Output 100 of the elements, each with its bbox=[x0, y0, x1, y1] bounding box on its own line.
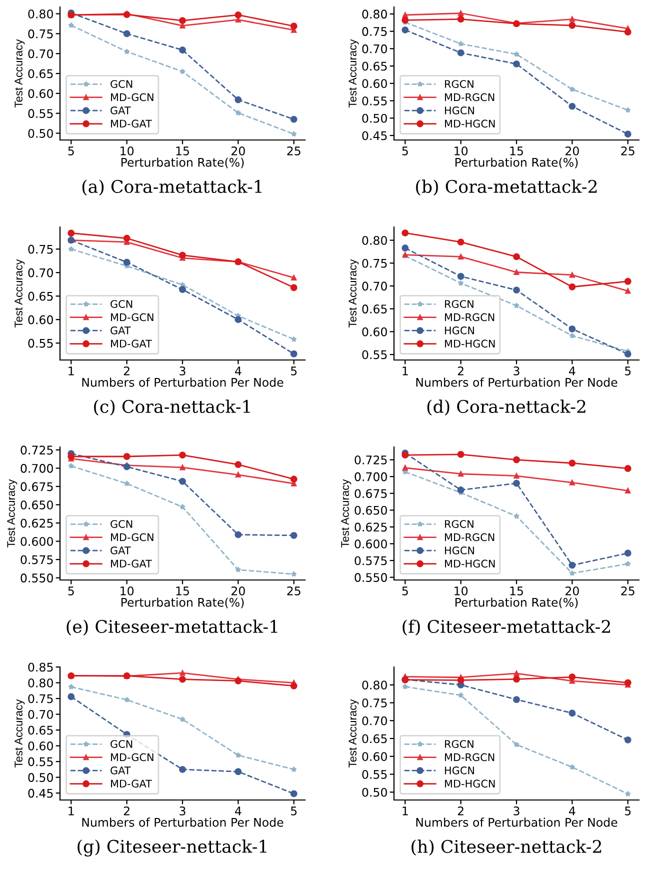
text: (a) Cora-metattack-1 bbox=[82, 180, 262, 196]
legend-label: MD-GCN bbox=[111, 533, 154, 542]
y-tick-label: 0.75 bbox=[28, 694, 53, 704]
y-tick-label: 0.50 bbox=[362, 114, 387, 123]
y-axis-title: Test Accuracy bbox=[14, 699, 25, 768]
legend-label: MD-GAT bbox=[111, 340, 152, 348]
x-tick-label: 25 bbox=[621, 146, 634, 156]
x-tick-label: 25 bbox=[287, 146, 300, 156]
y-axis-title: Test Accuracy bbox=[348, 39, 359, 108]
y-tick-label: 0.70 bbox=[362, 282, 387, 291]
legend-label: MD-RGCN bbox=[445, 313, 494, 322]
x-tick-label: 4 bbox=[569, 806, 576, 816]
legend-label: MD-GCN bbox=[111, 753, 154, 762]
legend-label: MD-HGCN bbox=[445, 120, 495, 128]
y-tick-label: 0.550 bbox=[354, 573, 387, 582]
y-tick-label: 0.55 bbox=[362, 350, 387, 360]
y-tick-label: 0.75 bbox=[362, 258, 387, 268]
legend-label: MD-GCN bbox=[111, 313, 154, 322]
y-tick-label: 0.625 bbox=[20, 518, 53, 528]
x-tick-label: 3 bbox=[514, 806, 520, 816]
text: (g) Citeseer-nettack-1 bbox=[78, 839, 266, 857]
legend-label: GAT bbox=[110, 106, 131, 114]
y-tick-label: 0.45 bbox=[362, 131, 387, 140]
x-tick-label: 25 bbox=[621, 586, 634, 596]
legend-label: MD-HGCN bbox=[445, 560, 495, 568]
y-tick-label: 0.70 bbox=[28, 710, 53, 719]
y-tick-label: 0.725 bbox=[20, 446, 53, 455]
x-axis-title: Numbers of Perturbation Per Node bbox=[416, 378, 618, 387]
x-tick-label: 5 bbox=[291, 806, 297, 816]
x-tick-label: 3 bbox=[514, 366, 520, 376]
legend-label: GCN bbox=[110, 80, 132, 88]
x-tick-label: 1 bbox=[402, 366, 408, 376]
legend-label: MD-GCN bbox=[111, 93, 154, 102]
y-tick-label: 0.600 bbox=[20, 536, 53, 546]
text: (c) Cora-nettack-1 bbox=[94, 400, 250, 416]
y-tick-label: 0.65 bbox=[28, 292, 53, 301]
x-tick-label: 4 bbox=[235, 366, 242, 376]
legend-label: RGCN bbox=[445, 80, 474, 88]
x-axis-title: Perturbation Rate(%) bbox=[121, 158, 244, 168]
y-tick-label: 0.65 bbox=[362, 734, 387, 744]
y-tick-label: 0.575 bbox=[20, 555, 53, 564]
y-tick-label: 0.60 bbox=[28, 742, 53, 750]
legend-label: GCN bbox=[110, 740, 132, 748]
y-tick-label: 0.50 bbox=[362, 788, 387, 797]
y-tick-label: 0.65 bbox=[362, 304, 387, 314]
text: (f) Citeseer-metattack-2 bbox=[402, 620, 610, 636]
y-tick-label: 0.65 bbox=[362, 62, 387, 71]
x-tick-label: 3 bbox=[180, 366, 186, 376]
x-axis-title: Perturbation Rate(%) bbox=[455, 158, 578, 168]
legend-label: MD-RGCN bbox=[445, 753, 494, 762]
x-axis-title: Numbers of Perturbation Per Node bbox=[82, 818, 284, 827]
y-tick-label: 0.70 bbox=[28, 49, 53, 58]
y-tick-label: 0.45 bbox=[28, 788, 53, 798]
legend-label: MD-RGCN bbox=[445, 93, 494, 102]
x-tick-label: 5 bbox=[402, 146, 408, 156]
y-tick-label: 0.60 bbox=[28, 89, 53, 98]
y-tick-label: 0.60 bbox=[28, 315, 53, 324]
y-axis-title: Test Accuracy bbox=[348, 259, 359, 328]
x-tick-label: 20 bbox=[232, 146, 245, 156]
x-tick-label: 5 bbox=[402, 586, 408, 596]
y-tick-label: 0.60 bbox=[362, 327, 387, 336]
y-tick-label: 0.75 bbox=[28, 244, 53, 254]
legend-label: MD-GAT bbox=[111, 120, 152, 128]
x-tick-label: 5 bbox=[68, 586, 74, 596]
x-tick-label: 5 bbox=[625, 366, 631, 376]
x-tick-label: 1 bbox=[68, 366, 74, 376]
x-tick-label: 2 bbox=[458, 366, 464, 376]
y-tick-label: 0.650 bbox=[20, 500, 53, 510]
y-tick-label: 0.700 bbox=[20, 464, 53, 473]
legend-label: RGCN bbox=[445, 740, 474, 748]
legend-label: MD-GAT bbox=[111, 780, 152, 788]
legend-label: MD-HGCN bbox=[445, 340, 495, 348]
x-tick-label: 10 bbox=[454, 586, 468, 596]
x-tick-label: 15 bbox=[510, 146, 523, 156]
y-tick-label: 0.80 bbox=[362, 10, 387, 19]
x-tick-label: 2 bbox=[124, 366, 130, 376]
y-tick-label: 0.75 bbox=[362, 698, 387, 708]
x-tick-label: 10 bbox=[454, 146, 468, 156]
text: (d) Cora-nettack-2 bbox=[427, 400, 586, 416]
y-tick-label: 0.650 bbox=[354, 506, 387, 515]
y-tick-label: 0.725 bbox=[354, 455, 387, 464]
text: (e) Citeseer-metattack-1 bbox=[66, 620, 278, 636]
legend-label: GAT bbox=[110, 326, 131, 334]
y-tick-label: 0.700 bbox=[354, 472, 387, 482]
x-tick-label: 5 bbox=[68, 146, 74, 156]
y-tick-label: 0.60 bbox=[362, 752, 387, 762]
x-tick-label: 2 bbox=[124, 806, 130, 816]
y-axis-title: Test Accuracy bbox=[14, 39, 25, 108]
y-tick-label: 0.625 bbox=[354, 522, 387, 532]
y-tick-label: 0.55 bbox=[362, 96, 387, 106]
legend-label: HGCN bbox=[445, 106, 474, 114]
y-axis-title: Test Accuracy bbox=[7, 479, 18, 548]
y-tick-label: 0.600 bbox=[354, 539, 387, 548]
legend-label: GAT bbox=[110, 546, 131, 554]
x-tick-label: 4 bbox=[569, 366, 576, 376]
y-tick-label: 0.55 bbox=[28, 338, 53, 348]
x-axis-title: Numbers of Perturbation Per Node bbox=[416, 818, 618, 827]
x-tick-label: 20 bbox=[566, 146, 579, 156]
y-tick-label: 0.80 bbox=[362, 680, 387, 690]
x-axis-title: Perturbation Rate(%) bbox=[455, 598, 578, 608]
